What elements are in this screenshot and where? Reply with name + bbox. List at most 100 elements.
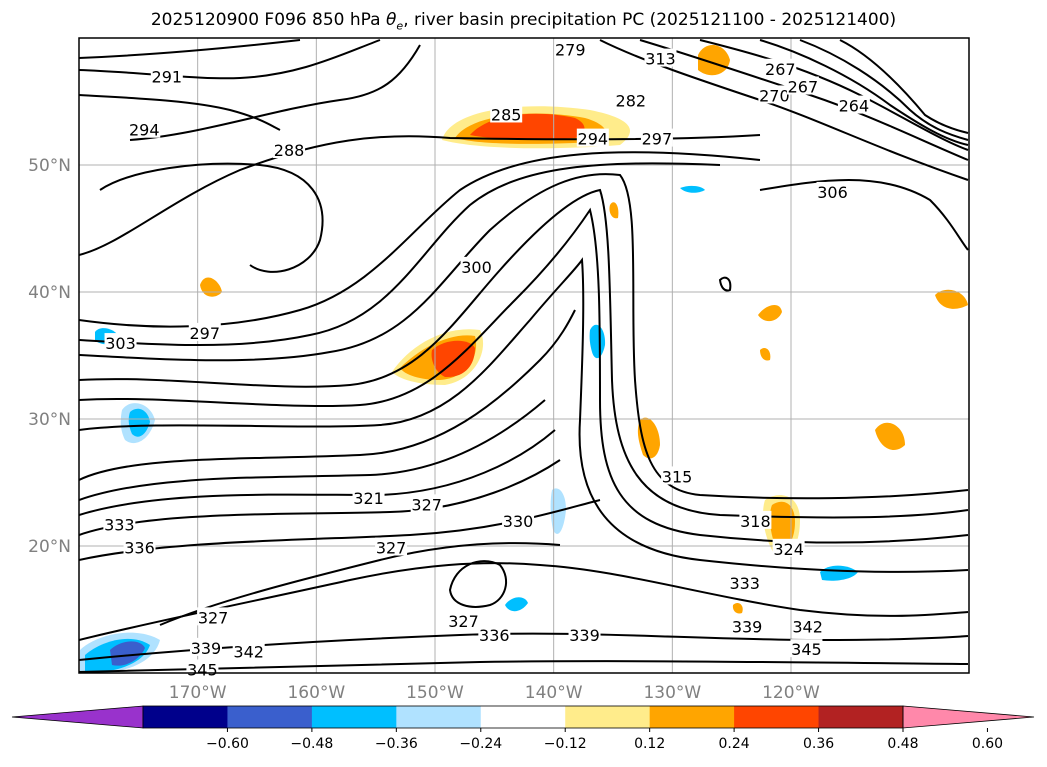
- contour-line: [99, 162, 324, 273]
- contour-label: 294: [129, 121, 160, 140]
- shade-region-west-dot: [200, 277, 222, 297]
- colorbar-segment: [649, 706, 735, 728]
- shade-region-central-strip: [637, 417, 660, 459]
- lon-tick-label: 140°W: [525, 683, 583, 703]
- shade-region-blue-east: [820, 565, 858, 581]
- title-theta: θ: [386, 10, 397, 30]
- contour-line: [79, 309, 576, 481]
- lat-tick-label: 50°N: [28, 156, 71, 176]
- contour-label: 313: [645, 50, 676, 69]
- contour-label-bg: [490, 104, 523, 123]
- contour-line: [639, 39, 969, 161]
- contour-line: [759, 179, 969, 251]
- contour-label-bg: [739, 510, 772, 529]
- contour-label-bg: [640, 128, 673, 147]
- contour-line: [79, 660, 969, 673]
- contour-line: [79, 39, 301, 59]
- latitude-labels: 50°N 40°N 30°N 20°N: [28, 156, 71, 557]
- contour-label: 264: [839, 97, 870, 116]
- contour-line: [799, 39, 969, 141]
- shade-region-gulf-alaska: [698, 44, 730, 76]
- contour-label: 279: [555, 41, 586, 60]
- theta-e-contours: [79, 39, 969, 673]
- contour-label-bg: [837, 95, 870, 114]
- contour-label: 267: [765, 60, 796, 79]
- colorbar-segment: [565, 706, 651, 728]
- colorbar-segment: [396, 706, 482, 728]
- contour-label-bg: [790, 639, 823, 658]
- colorbar-tick-label: 0.48: [887, 736, 918, 752]
- contour-label: 282: [616, 92, 647, 111]
- contour-label-bg: [352, 488, 385, 507]
- contour-label: 306: [817, 183, 848, 202]
- colorbar-tick-label: −0.48: [290, 736, 333, 752]
- shade-region-midpacific-inner: [431, 340, 475, 378]
- contour-line: [79, 257, 969, 573]
- contour-label-bg: [197, 607, 230, 626]
- contour-label: 339: [191, 639, 222, 658]
- contour-label-bg: [661, 466, 694, 485]
- colorbar-tick-label: 0.36: [803, 736, 834, 752]
- contour-label-bg: [128, 119, 161, 138]
- contour-label: 336: [479, 626, 510, 645]
- contour-label-bg: [764, 58, 797, 77]
- contour-label: 318: [740, 512, 771, 531]
- shade-region-blue-west-core: [128, 408, 150, 437]
- colorbar-segment: [734, 706, 820, 728]
- contour-label: 285: [491, 105, 522, 124]
- contour-line: [79, 499, 601, 561]
- contour-line: [79, 459, 561, 536]
- contour-label-bg: [150, 66, 183, 85]
- lat-tick-label: 20°N: [28, 537, 71, 557]
- contour-label-bg: [273, 140, 306, 159]
- colorbar-tick-label: 0.24: [719, 736, 750, 752]
- contour-label-bg: [576, 128, 609, 147]
- contour-label: 327: [448, 612, 479, 631]
- contour-label-bg: [103, 514, 136, 533]
- contour-label: 330: [503, 512, 534, 531]
- contour-label-bg: [728, 573, 761, 592]
- contour-label: 270: [759, 86, 790, 105]
- contour-label-bg: [478, 625, 511, 644]
- contour-label: 345: [791, 640, 822, 659]
- contour-label-bg: [460, 256, 493, 275]
- shade-region-dot-a: [760, 348, 771, 361]
- colorbar-tick-label: −0.24: [459, 736, 502, 752]
- map-frame: [78, 37, 970, 674]
- contour-line: [79, 399, 546, 501]
- contour-label: 333: [104, 516, 135, 535]
- contour-line: [79, 562, 969, 641]
- contour-line: [129, 44, 421, 141]
- contour-label-bg: [232, 641, 265, 660]
- shade-region-subtropic-core: [769, 501, 795, 551]
- colorbar-tick-label: 0.60: [972, 736, 1003, 752]
- lon-tick-label: 160°W: [287, 683, 345, 703]
- contour-line: [79, 39, 381, 80]
- contour-label: 288: [274, 141, 305, 160]
- shade-region-blue-north: [680, 185, 705, 193]
- contour-label: 327: [411, 495, 442, 514]
- lon-tick-label: 130°W: [643, 683, 701, 703]
- title-prefix: 2025120900 F096 850 hPa: [150, 10, 386, 30]
- shade-region-blue-mid: [589, 324, 606, 359]
- colorbar-extend-low: [11, 705, 144, 729]
- shade-region-dot-b: [609, 202, 619, 219]
- contour-label-bg: [816, 181, 849, 200]
- contour-label: 297: [642, 130, 673, 149]
- shade-region-coast-small: [758, 304, 782, 322]
- contour-label-bg: [791, 616, 824, 635]
- contour-line: [79, 207, 969, 544]
- title-suffix: , river basin precipitation PC (20251211…: [403, 10, 897, 30]
- colorbar-segment: [143, 706, 228, 728]
- contour-label-bg: [554, 39, 587, 58]
- shade-region-dot-c: [732, 602, 743, 614]
- shade-region-blue-small: [505, 597, 528, 612]
- contour-label: 303: [105, 334, 136, 353]
- colorbar-segment: [480, 706, 566, 728]
- colorbar-tick-label: −0.36: [375, 736, 418, 752]
- shade-region-coast: [935, 289, 968, 309]
- contour-line: [159, 542, 561, 626]
- contour-label-bg: [447, 611, 480, 630]
- contour-label: 315: [662, 467, 693, 486]
- colorbar-outline: [142, 705, 904, 729]
